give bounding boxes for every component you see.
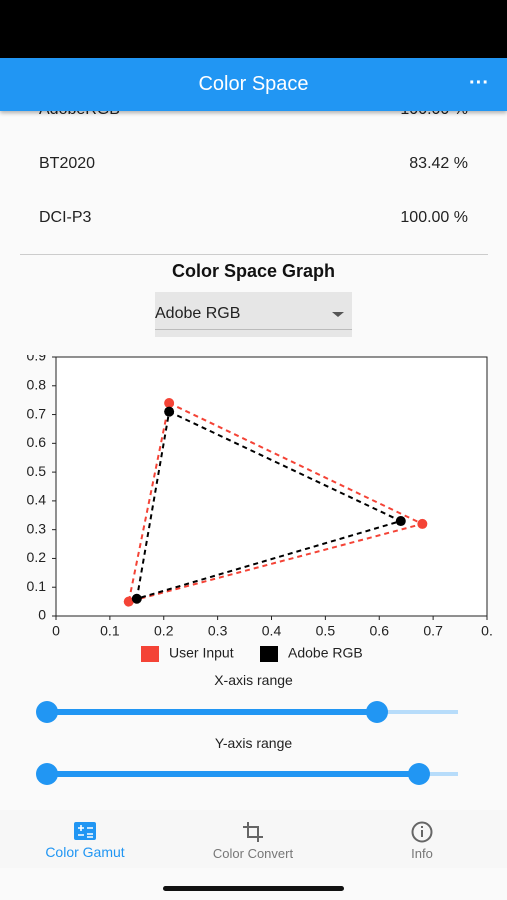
graph-title: Color Space Graph: [171, 261, 336, 281]
app-bar: Color Space ···: [0, 58, 507, 111]
nav-icon: [411, 821, 433, 843]
list-row: DCI-P3 100.00 %: [39, 206, 468, 230]
row-name: BT2020: [39, 155, 96, 172]
legend-swatch: [260, 646, 278, 662]
y-tick-label: 0.8: [27, 376, 47, 392]
y-tick-label: 0.2: [27, 549, 47, 565]
x-tick-label: 0.7: [423, 623, 443, 639]
slider-thumb[interactable]: [408, 763, 430, 785]
slider-thumb[interactable]: [36, 701, 58, 723]
y-tick-label: 0.4: [27, 492, 47, 508]
y-tick-label: 0.9: [27, 355, 47, 364]
slider[interactable]: [0, 762, 507, 786]
x-tick-label: 0.: [481, 623, 493, 639]
point: [395, 516, 406, 527]
legend-label: User Input: [169, 645, 234, 661]
x-tick-label: 0.2: [154, 623, 174, 639]
y-tick-label: 0: [38, 607, 46, 623]
series-line: [127, 401, 426, 603]
y-tick-label: 0.5: [27, 463, 47, 479]
dropdown-arrow: [332, 312, 344, 317]
row-value: 83.42 %: [409, 155, 468, 172]
point: [123, 596, 134, 607]
slider-thumb[interactable]: [36, 763, 58, 785]
point: [131, 593, 142, 604]
nav-item[interactable]: Color Gamut: [45, 844, 125, 860]
row-value: 100.00 %: [400, 209, 468, 226]
y-tick-label: 0.1: [27, 578, 47, 594]
status-bar: [0, 0, 507, 58]
nav-item[interactable]: Info: [411, 846, 433, 861]
point: [164, 406, 175, 417]
legend-label: Adobe RGB: [288, 645, 363, 661]
chart: 0 0.1 0.2 0.3 0.4 0.5 0.6 0.7 0.8 0.9 0 0.1 0.2 0.3 0.…: [27, 355, 493, 662]
y-tick-label: 0.3: [27, 520, 47, 536]
dropdown-underline: [155, 329, 352, 330]
app-title: Color Space: [198, 73, 309, 95]
y-tick-label: 0.6: [27, 434, 47, 450]
x-tick-label: 0.6: [370, 623, 390, 639]
list-row: BT2020 83.42 %: [39, 152, 468, 176]
slider-label: X-axis range: [214, 672, 293, 688]
slider[interactable]: [0, 700, 507, 724]
nav-item[interactable]: Color Convert: [212, 846, 294, 861]
row-name: DCI-P3: [39, 209, 92, 226]
dropdown-value: Adobe RGB: [155, 305, 241, 322]
series-line: [135, 410, 404, 601]
menu-button[interactable]: ···: [469, 72, 489, 94]
x-tick-label: 0.1: [100, 623, 120, 639]
nav-icon: [243, 822, 263, 842]
divider: [20, 254, 488, 255]
x-tick-label: 0.3: [208, 623, 228, 639]
point: [164, 398, 175, 409]
x-tick-label: 0.5: [316, 623, 336, 639]
y-tick-label: 0.7: [27, 405, 47, 421]
point: [417, 518, 428, 529]
plot-area: [55, 356, 488, 617]
home-indicator: [163, 886, 344, 891]
x-tick-label: 0: [52, 623, 60, 639]
slider-label: Y-axis range: [214, 735, 293, 751]
legend-swatch: [141, 646, 159, 662]
dropdown[interactable]: Adobe RGB: [155, 292, 352, 337]
nav-icon: [74, 822, 96, 840]
slider-thumb[interactable]: [366, 701, 388, 723]
x-tick-label: 0.4: [262, 623, 282, 639]
